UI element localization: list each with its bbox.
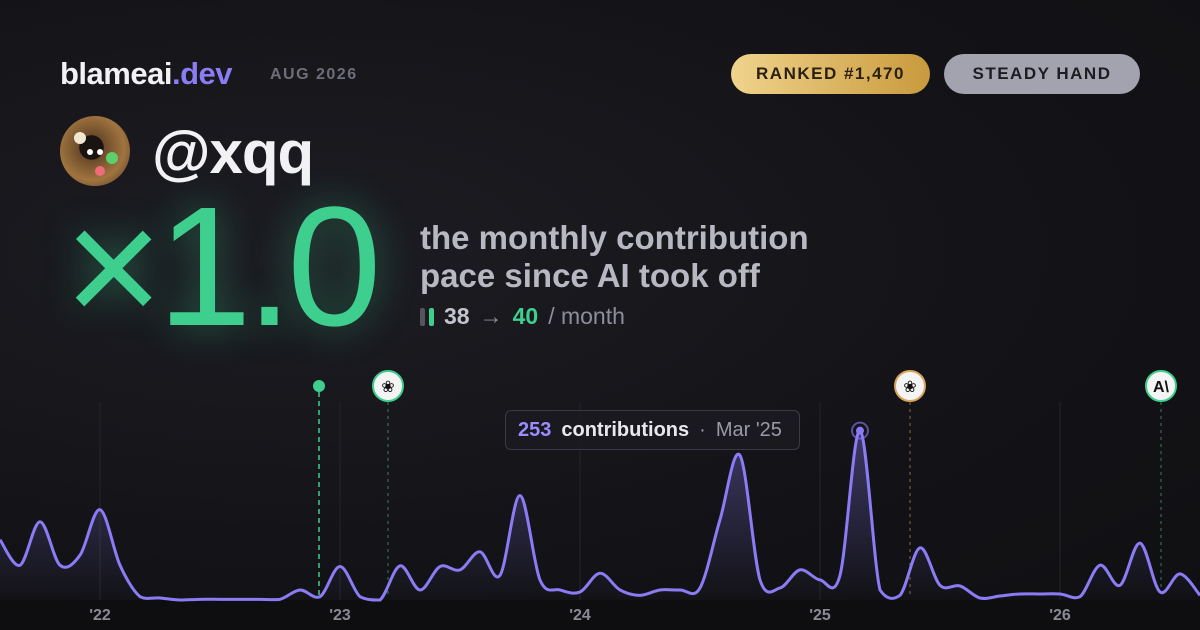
caption: the monthly contribution pace since AI t… xyxy=(420,219,809,294)
event-icon-glyph: ❀ xyxy=(381,379,394,396)
period: AUG 2026 xyxy=(270,66,358,83)
axis-band xyxy=(0,600,1200,630)
highlight-point xyxy=(856,426,864,435)
before-icon xyxy=(420,307,425,326)
x-tick-label: '22 xyxy=(89,607,111,624)
handle: @xqq xyxy=(152,119,314,186)
x-tick-label: '23 xyxy=(329,607,351,624)
brand: blameai.dev xyxy=(60,56,232,92)
tooltip: 253 contributions · Mar '25 xyxy=(505,410,800,450)
event-icon-glyph: A\ xyxy=(1153,379,1170,396)
pace: 38 → 40 / month xyxy=(420,303,625,330)
line xyxy=(0,429,1200,602)
area xyxy=(0,430,1200,600)
avatar xyxy=(60,116,130,186)
highlight-ring xyxy=(851,421,869,440)
before-value: 38 xyxy=(444,303,470,329)
x-tick-label: '26 xyxy=(1049,607,1071,624)
event-icon xyxy=(1145,370,1177,402)
event-dot xyxy=(313,380,325,392)
brand-name: blameai xyxy=(60,56,172,91)
multiplier: ×1.0 xyxy=(64,172,382,362)
unit: / month xyxy=(548,303,625,329)
event-icon xyxy=(894,370,926,402)
tooltip-value: 253 xyxy=(518,418,552,441)
tooltip-unit: contributions xyxy=(561,418,690,441)
after-icon xyxy=(429,307,434,326)
tooltip-separator: · xyxy=(699,418,706,441)
event-icon-glyph: ❀ xyxy=(903,379,916,396)
after-value: 40 xyxy=(512,303,539,329)
arrow: → xyxy=(479,303,503,329)
x-tick-label: '25 xyxy=(809,607,831,624)
event-icon xyxy=(372,370,404,402)
title-badge: STEADY HAND xyxy=(944,54,1140,94)
x-tick-label: '24 xyxy=(569,607,591,624)
tooltip-month: Mar '25 xyxy=(715,418,782,441)
brand-suffix: .dev xyxy=(171,56,233,91)
avatar-art xyxy=(74,132,118,176)
rank-badge: RANKED #1,470 xyxy=(731,54,930,94)
